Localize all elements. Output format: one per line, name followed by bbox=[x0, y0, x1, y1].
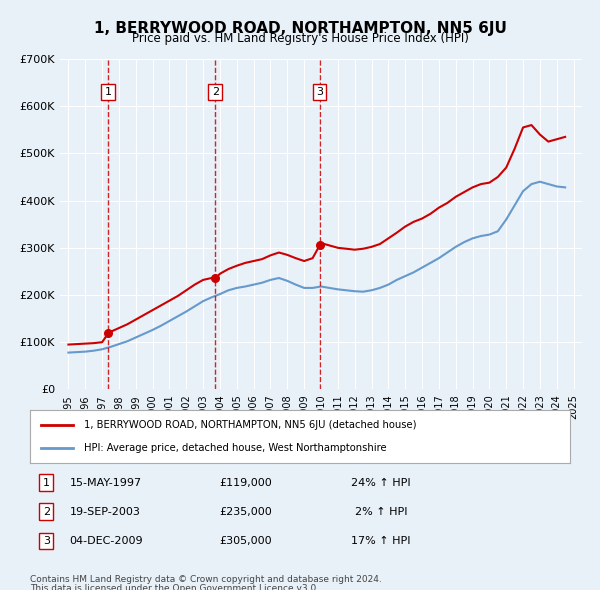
Point bbox=[211, 274, 220, 283]
Text: 2: 2 bbox=[212, 87, 219, 97]
Text: 19-SEP-2003: 19-SEP-2003 bbox=[70, 507, 141, 517]
Text: 15-MAY-1997: 15-MAY-1997 bbox=[70, 477, 142, 487]
Text: This data is licensed under the Open Government Licence v3.0.: This data is licensed under the Open Gov… bbox=[30, 584, 319, 590]
Text: HPI: Average price, detached house, West Northamptonshire: HPI: Average price, detached house, West… bbox=[84, 443, 386, 453]
Text: 24% ↑ HPI: 24% ↑ HPI bbox=[351, 477, 411, 487]
Text: 1, BERRYWOOD ROAD, NORTHAMPTON, NN5 6JU: 1, BERRYWOOD ROAD, NORTHAMPTON, NN5 6JU bbox=[94, 21, 506, 35]
Text: Contains HM Land Registry data © Crown copyright and database right 2024.: Contains HM Land Registry data © Crown c… bbox=[30, 575, 382, 584]
Text: 17% ↑ HPI: 17% ↑ HPI bbox=[351, 536, 411, 546]
Text: 3: 3 bbox=[43, 536, 50, 546]
Text: 1, BERRYWOOD ROAD, NORTHAMPTON, NN5 6JU (detached house): 1, BERRYWOOD ROAD, NORTHAMPTON, NN5 6JU … bbox=[84, 420, 416, 430]
Text: £305,000: £305,000 bbox=[220, 536, 272, 546]
Text: £119,000: £119,000 bbox=[220, 477, 272, 487]
Text: Price paid vs. HM Land Registry's House Price Index (HPI): Price paid vs. HM Land Registry's House … bbox=[131, 32, 469, 45]
Text: 1: 1 bbox=[105, 87, 112, 97]
Text: 04-DEC-2009: 04-DEC-2009 bbox=[69, 536, 142, 546]
Point bbox=[315, 241, 325, 250]
Text: 1: 1 bbox=[43, 477, 50, 487]
Text: £235,000: £235,000 bbox=[220, 507, 272, 517]
Text: 2: 2 bbox=[43, 507, 50, 517]
Point bbox=[104, 329, 113, 338]
Text: 2% ↑ HPI: 2% ↑ HPI bbox=[355, 507, 407, 517]
Text: 3: 3 bbox=[316, 87, 323, 97]
